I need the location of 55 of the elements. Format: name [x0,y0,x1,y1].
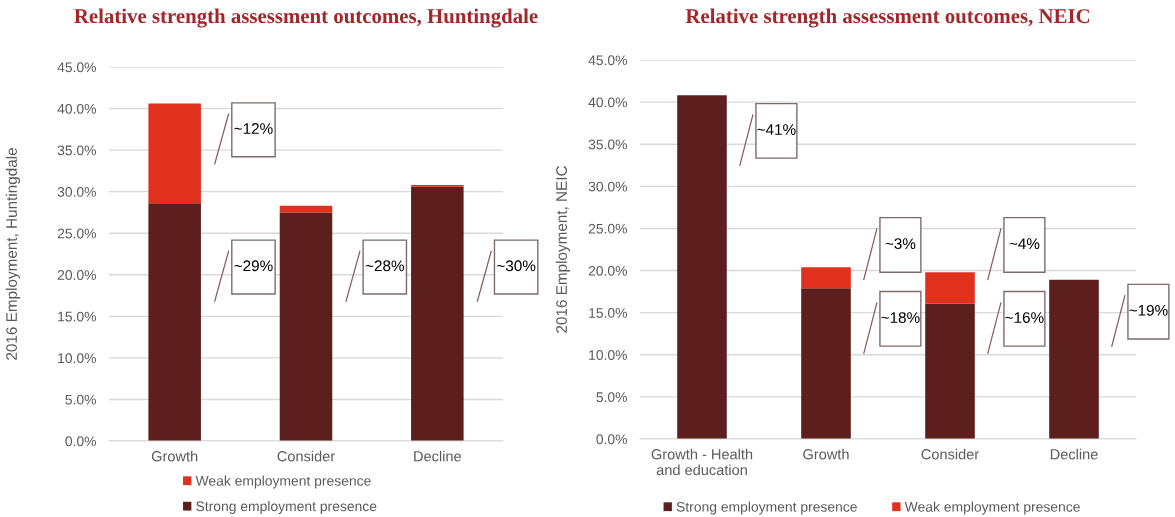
y-tick-label: 30.0% [57,187,97,197]
y-tick-label: 40.0% [57,103,97,114]
y-tick-label: 5.0% [65,394,97,405]
x-tick-label: Growth - Health and education [651,448,753,476]
y-tick-label: 0.0% [65,436,97,447]
bar [279,212,333,441]
y-tick-label: 35.0% [588,139,628,150]
y-axis-title: 2016 Employment, Huntingdale [5,148,20,360]
annotation: ~19% [1129,304,1168,316]
x-tick-label: Growth [803,448,849,460]
x-tick-label: Decline [1050,448,1098,460]
annotation: ~16% [1005,312,1044,323]
y-tick-label: 15.0% [589,308,628,318]
bar [925,303,975,439]
x-tick-label: Consider [921,448,979,460]
annotation: ~18% [881,312,920,323]
y-tick-label: 25.0% [57,228,97,239]
bar [677,95,727,439]
annotation: ~3% [885,238,916,250]
y-tick-label: 20.0% [57,270,97,280]
y-tick-label: 20.0% [588,265,628,276]
y-axis-title: 2016 Employment, NEIC [555,166,570,333]
x-tick-label: Consider [277,450,335,462]
annotation: ~41% [757,124,796,135]
y-tick-label: 10.0% [589,350,628,360]
bar [148,203,201,441]
x-tick-label: Decline [414,450,461,462]
annotation: ~29% [234,260,273,272]
chart-title: Relative strength assessment outcomes, Huntingdale [74,8,538,28]
y-tick-label: 10.0% [58,353,97,364]
legend-label: Weak employment presence [904,501,1080,515]
y-tick-label: 5.0% [596,392,628,403]
legend-label: Weak employment presence [195,475,371,489]
legend-label: Strong employment presence [676,501,857,515]
annotation: ~30% [497,260,536,272]
bar [148,103,201,204]
bar [801,267,851,289]
bar [801,288,851,439]
y-tick-label: 15.0% [58,311,97,322]
bar [1049,279,1099,439]
annotation: ~4% [1009,238,1040,249]
x-tick-label: Growth [151,450,198,462]
y-tick-label: 25.0% [588,223,628,234]
y-tick-label: 45.0% [588,55,628,66]
y-tick-label: 30.0% [588,181,628,192]
y-tick-label: 0.0% [596,434,628,445]
y-tick-label: 45.0% [57,62,97,73]
y-tick-label: 35.0% [57,145,97,156]
legend-label: Strong employment presence [196,501,377,514]
chart-title: Relative strength assessment outcomes, NEIC [685,8,1090,28]
annotation: ~28% [365,260,405,272]
annotation: ~12% [234,123,273,134]
bar [411,186,464,441]
bar [925,272,975,304]
y-tick-label: 40.0% [588,97,628,108]
